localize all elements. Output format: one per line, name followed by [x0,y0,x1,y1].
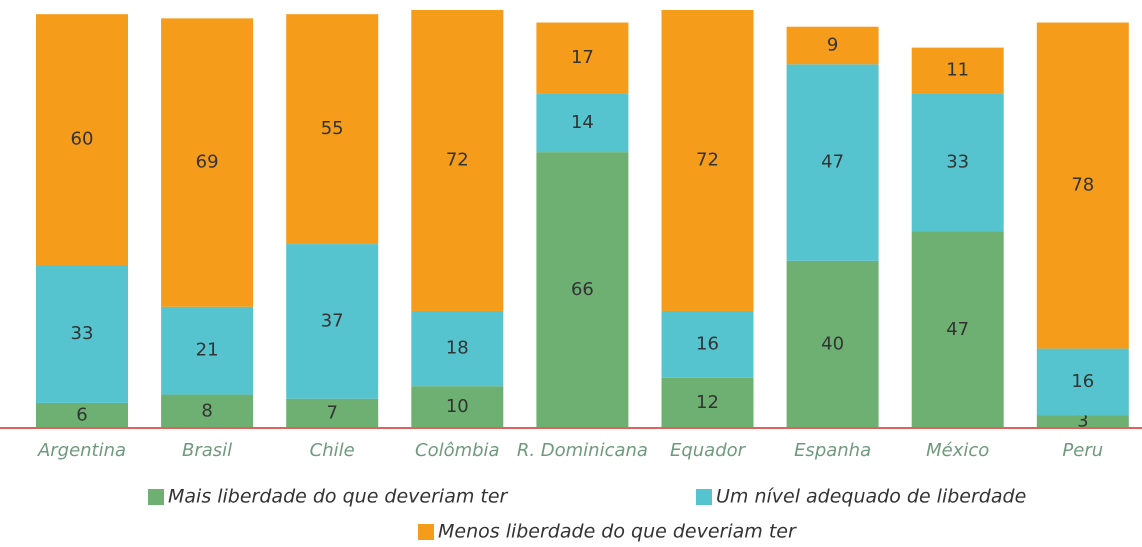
value-label: 12 [696,392,719,413]
legend-swatch [148,489,164,505]
bar-segment [1036,415,1129,428]
value-label: 33 [71,323,94,344]
value-label: 21 [196,340,219,361]
value-label: 7 [326,402,337,423]
x-tick-label: Argentina [37,440,126,461]
bar-segment [411,10,504,311]
x-tick-label: Chile [310,440,355,461]
bar-segment [1036,22,1129,349]
value-label: 8 [201,400,212,421]
x-tick-label: Brasil [182,440,232,461]
x-tick-label: R. Dominicana [517,440,648,461]
bar-segment [661,310,754,378]
value-label: 60 [71,129,94,150]
legend-label: Menos liberdade do que deveriam ter [438,521,797,543]
value-label: 6 [76,404,87,425]
legend-label: Um nível adequado de liberdade [716,486,1026,508]
value-label: 11 [946,60,969,81]
value-label: 18 [446,338,469,359]
value-label: 69 [196,152,219,173]
bar-segment [411,310,504,387]
value-label: 10 [446,396,469,417]
value-label: 66 [571,279,594,300]
value-label: 33 [946,152,969,173]
legend-label: Mais liberdade do que deveriam ter [168,486,509,508]
bar-segment [286,244,379,399]
bar-segment [161,306,254,395]
value-label: 72 [696,149,719,170]
x-tick-label: Peru [1062,440,1103,461]
bar-segment [411,386,504,428]
bar-segment [36,402,128,428]
value-label: 47 [821,152,844,173]
value-label: 72 [446,149,469,170]
x-tick-label: Colômbia [415,440,500,461]
bar-segment [661,10,754,311]
bar-segment [286,398,379,428]
value-label: 17 [571,47,594,68]
bar-segment [911,231,1004,428]
x-tick-label: Espanha [794,440,871,461]
bar-segment [161,394,254,428]
value-label: 47 [946,319,969,340]
bar-segment [786,64,879,261]
legend-swatch [418,524,434,540]
value-label: 3 [1077,411,1088,432]
bar-segment [536,22,629,94]
bar-segment [286,14,379,245]
x-tick-label: Equador [670,440,747,461]
value-label: 40 [821,333,844,354]
value-label: 37 [321,310,344,331]
value-label: 55 [321,118,344,139]
bar-segment [786,260,879,428]
bar-segment [911,93,1004,232]
bar-segment [786,26,879,65]
bar-segment [1036,348,1129,416]
legend-swatch [696,489,712,505]
value-label: 9 [827,35,838,56]
bar-segment [536,93,629,153]
x-tick-label: México [926,440,989,461]
value-label: 16 [1071,371,1094,392]
bar-segment [911,47,1004,94]
value-label: 78 [1071,175,1094,196]
value-label: 16 [696,333,719,354]
value-label: 14 [571,112,594,133]
bar-segment [161,18,254,307]
bar-segment [536,152,629,428]
bar-segment [36,264,128,403]
bar-segment [36,14,128,265]
bar-segment [661,377,754,428]
